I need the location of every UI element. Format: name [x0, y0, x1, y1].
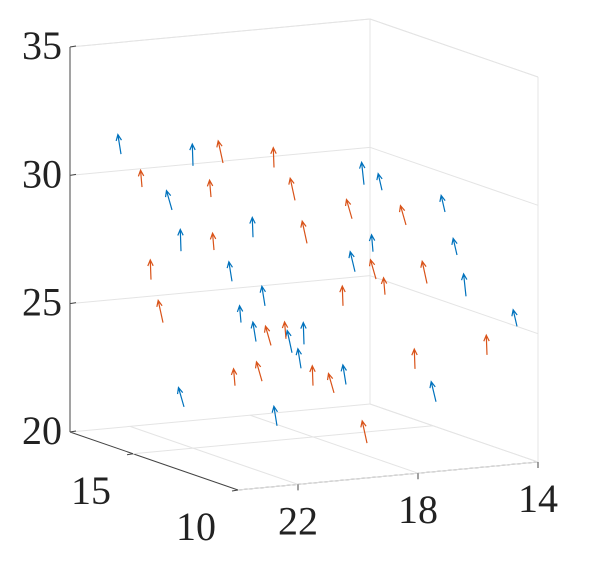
z-tick-label: 25: [22, 280, 62, 325]
y-tick-label: 18: [398, 487, 438, 532]
arrow: [226, 260, 233, 282]
arrow: [285, 329, 293, 353]
arrow: [420, 259, 428, 284]
arrow: [254, 360, 263, 382]
arrow: [270, 146, 277, 168]
z-tick-label: 20: [22, 408, 62, 453]
axes-box: [69, 18, 539, 491]
arrow: [295, 347, 302, 369]
grid-line: [237, 461, 539, 491]
grid-line: [369, 275, 539, 335]
x-tick-label: 15: [71, 468, 111, 513]
arrow: [368, 233, 376, 252]
arrow: [281, 320, 289, 339]
tick-mark: [69, 302, 77, 305]
arrow: [460, 272, 468, 297]
arrow: [271, 404, 278, 426]
tick-mark: [69, 430, 77, 433]
arrow: [147, 258, 154, 280]
grid-line: [69, 275, 371, 305]
arrow: [344, 198, 353, 219]
arrow: [511, 308, 518, 327]
tick-mark: [231, 489, 239, 492]
arrow: [230, 367, 238, 386]
arrow: [348, 250, 356, 272]
grid-line: [69, 146, 371, 176]
arrow: [483, 333, 490, 355]
arrow: [358, 160, 366, 185]
arrow: [216, 139, 224, 164]
tick-mark: [69, 45, 77, 48]
arrow: [115, 133, 122, 155]
arrow: [249, 216, 256, 238]
arrow: [189, 142, 196, 166]
z-tick-label: 30: [22, 151, 62, 196]
arrow: [250, 320, 257, 342]
arrow: [360, 419, 368, 444]
arrow: [309, 364, 316, 386]
arrow: [236, 304, 244, 323]
y-tick-label: 22: [278, 498, 318, 543]
y-tick-label: 14: [518, 476, 558, 521]
grid-line: [369, 403, 539, 463]
arrow: [137, 168, 145, 188]
arrow: [429, 380, 437, 402]
arrow: [411, 347, 418, 369]
x-axis: [69, 431, 239, 491]
arrow: [288, 176, 296, 201]
arrow: [340, 363, 347, 385]
arrow: [156, 299, 164, 323]
grid-line: [129, 425, 299, 485]
arrow: [259, 284, 266, 306]
arrow: [176, 386, 185, 408]
arrow: [300, 321, 307, 345]
arrow: [326, 372, 335, 394]
arrow: [206, 178, 214, 198]
grid-line: [132, 425, 434, 455]
x-tick-label: 10: [176, 504, 216, 549]
arrow: [209, 231, 217, 251]
grid-line: [369, 18, 539, 78]
arrow: [300, 219, 308, 244]
tick-mark: [69, 173, 77, 176]
grid-line: [249, 414, 419, 474]
arrow: [368, 258, 377, 280]
arrow: [339, 284, 346, 306]
arrow: [451, 236, 458, 256]
arrow: [376, 172, 383, 191]
z-tick-label: 35: [22, 23, 62, 68]
arrow: [398, 204, 407, 226]
tick-mark: [126, 453, 134, 456]
arrow: [439, 193, 446, 213]
arrow: [380, 276, 388, 295]
arrow: [263, 324, 272, 346]
grid-line: [369, 146, 539, 206]
arrow: [164, 189, 173, 211]
grid-line: [69, 403, 371, 433]
arrow: [177, 227, 184, 252]
grid-line: [69, 18, 371, 48]
